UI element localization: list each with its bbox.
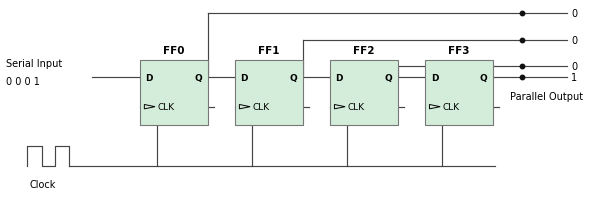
- Text: CLK: CLK: [347, 103, 365, 112]
- Text: 0 0 0 1: 0 0 0 1: [6, 77, 40, 87]
- Text: D: D: [336, 74, 343, 83]
- Bar: [140, 61, 208, 125]
- Text: FF2: FF2: [353, 46, 375, 56]
- Text: 1: 1: [571, 73, 577, 83]
- Text: Serial Input: Serial Input: [6, 59, 62, 69]
- Bar: [425, 61, 493, 125]
- Bar: [235, 61, 303, 125]
- Text: 0: 0: [571, 35, 577, 45]
- Text: D: D: [431, 74, 438, 83]
- Text: Q: Q: [289, 74, 297, 83]
- Text: 0: 0: [571, 9, 577, 19]
- Text: CLK: CLK: [252, 103, 270, 112]
- Text: 0: 0: [571, 62, 577, 72]
- Text: Parallel Output: Parallel Output: [510, 91, 583, 101]
- Text: D: D: [241, 74, 248, 83]
- Text: Q: Q: [479, 74, 487, 83]
- Text: D: D: [146, 74, 153, 83]
- Text: FF3: FF3: [448, 46, 470, 56]
- Text: Q: Q: [384, 74, 392, 83]
- Text: CLK: CLK: [443, 103, 460, 112]
- Text: FF1: FF1: [258, 46, 280, 56]
- Text: FF0: FF0: [163, 46, 185, 56]
- Text: Q: Q: [194, 74, 202, 83]
- Text: CLK: CLK: [157, 103, 175, 112]
- Text: Clock: Clock: [30, 179, 56, 189]
- Bar: [330, 61, 398, 125]
